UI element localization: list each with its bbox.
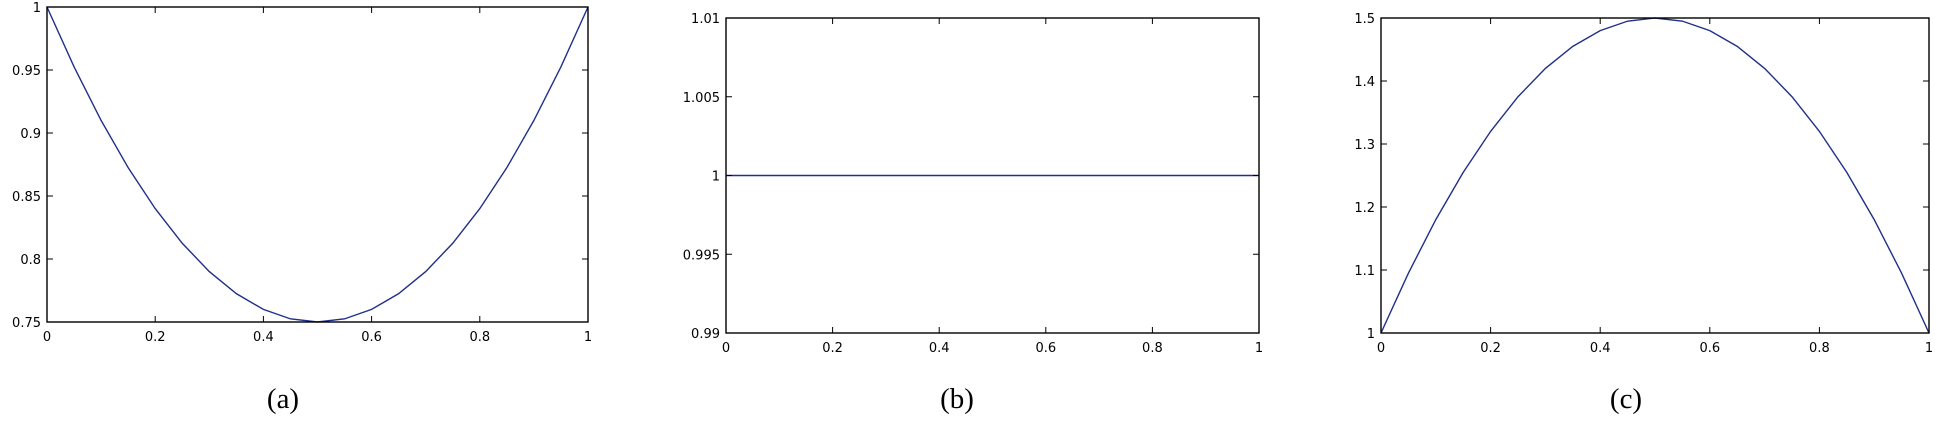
- x-tick-label-b-4: 0.8: [1142, 341, 1163, 356]
- x-tick-label-a-0: 0: [43, 330, 51, 345]
- series-line-c: [1380, 17, 1930, 334]
- panel-caption-a: (a): [267, 383, 299, 415]
- x-tick-label-a-1: 0.2: [145, 330, 166, 345]
- y-tick-label-b-2: 1: [712, 170, 720, 185]
- y-tick-label-c-0: 1: [1367, 327, 1375, 342]
- y-tick-label-a-2: 0.85: [12, 190, 41, 205]
- y-tick-label-a-0: 0.75: [12, 316, 41, 331]
- panel-b: 0 0.2 0.4 0.6 0.8 1 0.99 0.995 1 1.005 1.01 (b): [683, 12, 1263, 415]
- panel-caption-b: (b): [940, 383, 974, 415]
- y-tick-label-c-4: 1.4: [1354, 75, 1375, 90]
- y-tick-label-a-1: 0.8: [20, 253, 41, 268]
- x-tick-label-b-5: 1: [1255, 341, 1263, 356]
- x-tick-label-c-0: 0: [1377, 341, 1385, 356]
- panel-a: 0 0.2 0.4 0.6 0.8 1 0.75 0.8 0.85 0.9 0.95 1 (a): [12, 1, 592, 415]
- y-tick-label-c-2: 1.2: [1354, 201, 1375, 216]
- y-tick-label-b-1: 0.995: [683, 248, 720, 263]
- y-tick-label-c-5: 1.5: [1354, 12, 1375, 27]
- y-tick-label-b-4: 1.01: [691, 12, 720, 27]
- x-tick-label-c-3: 0.6: [1699, 341, 1720, 356]
- x-tick-label-b-0: 0: [722, 341, 730, 356]
- y-tick-label-b-0: 0.99: [691, 327, 720, 342]
- series-line-a: [46, 6, 589, 323]
- x-tick-label-b-3: 0.6: [1035, 341, 1056, 356]
- x-tick-label-a-3: 0.6: [361, 330, 382, 345]
- x-tick-label-c-2: 0.4: [1590, 341, 1611, 356]
- y-tick-label-b-3: 1.005: [683, 91, 720, 106]
- x-tick-label-c-5: 1: [1925, 341, 1933, 356]
- y-tick-label-a-4: 0.95: [12, 64, 41, 79]
- y-tick-label-a-3: 0.9: [20, 127, 41, 142]
- plot-frame-a: [46, 6, 589, 323]
- x-tick-label-c-4: 0.8: [1809, 341, 1830, 356]
- x-tick-label-b-2: 0.4: [929, 341, 950, 356]
- panel-caption-c: (c): [1610, 383, 1642, 415]
- y-tick-label-c-1: 1.1: [1354, 264, 1375, 279]
- x-tick-label-a-5: 1: [584, 330, 592, 345]
- x-tick-label-b-1: 0.2: [822, 341, 843, 356]
- x-tick-label-c-1: 0.2: [1480, 341, 1501, 356]
- y-tick-label-a-5: 1: [33, 1, 41, 16]
- panel-c: 0 0.2 0.4 0.6 0.8 1 1 1.1 1.2 1.3 1.4 1.5 (c): [1354, 12, 1933, 415]
- x-tick-label-a-2: 0.4: [253, 330, 274, 345]
- plot-frame-c: [1380, 17, 1930, 334]
- y-tick-label-c-3: 1.3: [1354, 138, 1375, 153]
- x-tick-label-a-4: 0.8: [469, 330, 490, 345]
